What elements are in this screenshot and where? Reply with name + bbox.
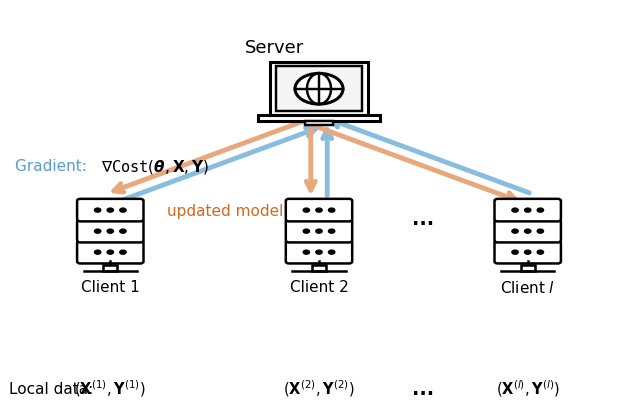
Text: $\nabla\mathtt{Cost}(\boldsymbol{\theta},\mathbf{X},\mathbf{Y})$: $\nabla\mathtt{Cost}(\boldsymbol{\theta}…	[101, 157, 209, 175]
Circle shape	[329, 229, 335, 234]
FancyBboxPatch shape	[305, 121, 333, 126]
Circle shape	[120, 229, 126, 234]
Text: Local data:: Local data:	[9, 381, 93, 396]
Circle shape	[524, 229, 531, 234]
FancyBboxPatch shape	[286, 199, 352, 222]
FancyBboxPatch shape	[312, 265, 326, 272]
FancyBboxPatch shape	[77, 220, 144, 243]
Circle shape	[316, 209, 322, 213]
Circle shape	[329, 209, 335, 213]
Circle shape	[512, 209, 518, 213]
Text: updated model: updated model	[167, 203, 283, 218]
FancyBboxPatch shape	[103, 265, 117, 272]
Text: $(\mathbf{X}^{(2)},\mathbf{Y}^{(2)})$: $(\mathbf{X}^{(2)},\mathbf{Y}^{(2)})$	[283, 378, 355, 398]
Text: Client 1: Client 1	[81, 279, 140, 294]
Circle shape	[107, 251, 114, 254]
FancyBboxPatch shape	[286, 241, 352, 264]
Circle shape	[107, 209, 114, 213]
FancyBboxPatch shape	[494, 199, 561, 222]
Circle shape	[303, 209, 309, 213]
Text: Client $l$: Client $l$	[500, 279, 555, 295]
FancyBboxPatch shape	[276, 67, 362, 112]
Circle shape	[303, 251, 309, 254]
FancyBboxPatch shape	[77, 199, 144, 222]
Text: $(\mathbf{X}^{(l)},\mathbf{Y}^{(l)})$: $(\mathbf{X}^{(l)},\mathbf{Y}^{(l)})$	[496, 378, 560, 398]
Circle shape	[94, 229, 101, 234]
Circle shape	[120, 209, 126, 213]
Circle shape	[512, 251, 518, 254]
FancyBboxPatch shape	[494, 220, 561, 243]
Circle shape	[329, 251, 335, 254]
Circle shape	[537, 209, 544, 213]
Circle shape	[524, 209, 531, 213]
Circle shape	[107, 229, 114, 234]
Text: ...: ...	[412, 379, 434, 398]
FancyBboxPatch shape	[286, 220, 352, 243]
Circle shape	[537, 229, 544, 234]
Circle shape	[295, 74, 343, 105]
Circle shape	[316, 251, 322, 254]
Text: Server: Server	[245, 39, 304, 57]
Circle shape	[512, 229, 518, 234]
FancyBboxPatch shape	[521, 265, 535, 272]
FancyBboxPatch shape	[77, 241, 144, 264]
Text: ...: ...	[412, 209, 434, 229]
FancyBboxPatch shape	[270, 63, 368, 116]
Text: Client 2: Client 2	[290, 279, 348, 294]
Circle shape	[537, 251, 544, 254]
Circle shape	[94, 251, 101, 254]
Circle shape	[524, 251, 531, 254]
FancyBboxPatch shape	[258, 116, 380, 122]
Circle shape	[316, 229, 322, 234]
FancyBboxPatch shape	[494, 241, 561, 264]
Circle shape	[303, 229, 309, 234]
Circle shape	[120, 251, 126, 254]
Text: $(\mathbf{X}^{(1)},\mathbf{Y}^{(1)})$: $(\mathbf{X}^{(1)},\mathbf{Y}^{(1)})$	[75, 378, 146, 398]
Circle shape	[94, 209, 101, 213]
Text: Gradient:: Gradient:	[15, 159, 92, 174]
